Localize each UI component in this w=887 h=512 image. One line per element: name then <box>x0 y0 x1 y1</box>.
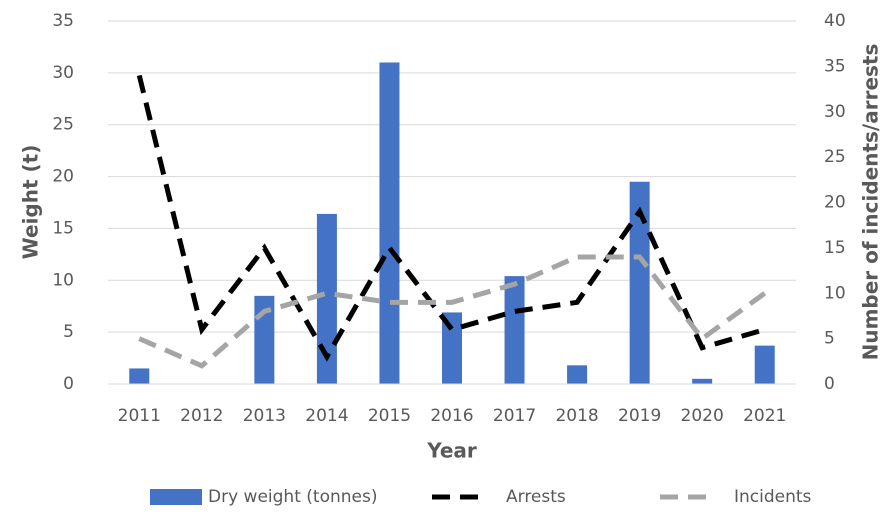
y-axis-label: Weight (t) <box>19 145 43 260</box>
bar <box>316 213 337 384</box>
x-tick-label: 2015 <box>368 406 411 426</box>
x-tick-label: 2017 <box>493 406 536 426</box>
y-tick-label: 25 <box>52 115 74 135</box>
y-tick-label: 10 <box>52 270 74 290</box>
bar <box>504 276 525 384</box>
line <box>138 254 767 369</box>
bar <box>129 368 150 384</box>
x-tick-label: 2021 <box>743 406 786 426</box>
bar <box>629 181 650 384</box>
x-tick-label: 2014 <box>305 406 348 426</box>
x-tick-label: 2012 <box>180 406 223 426</box>
x-tick-label: 2011 <box>118 406 161 426</box>
y2-axis-label: Number of incidents/arrests <box>859 44 883 361</box>
y2-tick-label: 40 <box>824 11 846 31</box>
x-tick-label: 2020 <box>681 406 724 426</box>
y2-tick-label: 30 <box>824 102 846 122</box>
y-tick-label: 20 <box>52 167 74 187</box>
y2-tick-label: 25 <box>824 147 846 167</box>
y-tick-label: 5 <box>63 322 74 342</box>
y-tick-label: 15 <box>52 218 74 238</box>
y2-tick-label: 15 <box>824 238 846 258</box>
legend-label: Incidents <box>734 487 812 507</box>
y-tick-label: 0 <box>63 374 74 394</box>
y2-tick-label: 20 <box>824 193 846 213</box>
y2-tick-label: 35 <box>824 56 846 76</box>
bar <box>379 62 400 384</box>
y2-tick-label: 0 <box>824 374 835 394</box>
bar <box>754 345 775 384</box>
x-tick-label: 2013 <box>243 406 286 426</box>
y-tick-label: 30 <box>52 63 74 83</box>
legend-label: Arrests <box>506 487 566 507</box>
y-tick-label: 35 <box>52 11 74 31</box>
y2-tick-label: 5 <box>824 329 835 349</box>
bar <box>692 378 713 384</box>
x-tick-label: 2018 <box>555 406 598 426</box>
bar <box>567 365 588 384</box>
x-axis-label: Year <box>426 439 477 463</box>
legend-label: Dry weight (tonnes) <box>208 487 377 507</box>
bar <box>442 312 462 384</box>
x-tick-label: 2016 <box>430 406 473 426</box>
legend-swatch <box>150 489 202 505</box>
x-tick-label: 2019 <box>618 406 661 426</box>
y2-tick-label: 10 <box>824 283 846 303</box>
